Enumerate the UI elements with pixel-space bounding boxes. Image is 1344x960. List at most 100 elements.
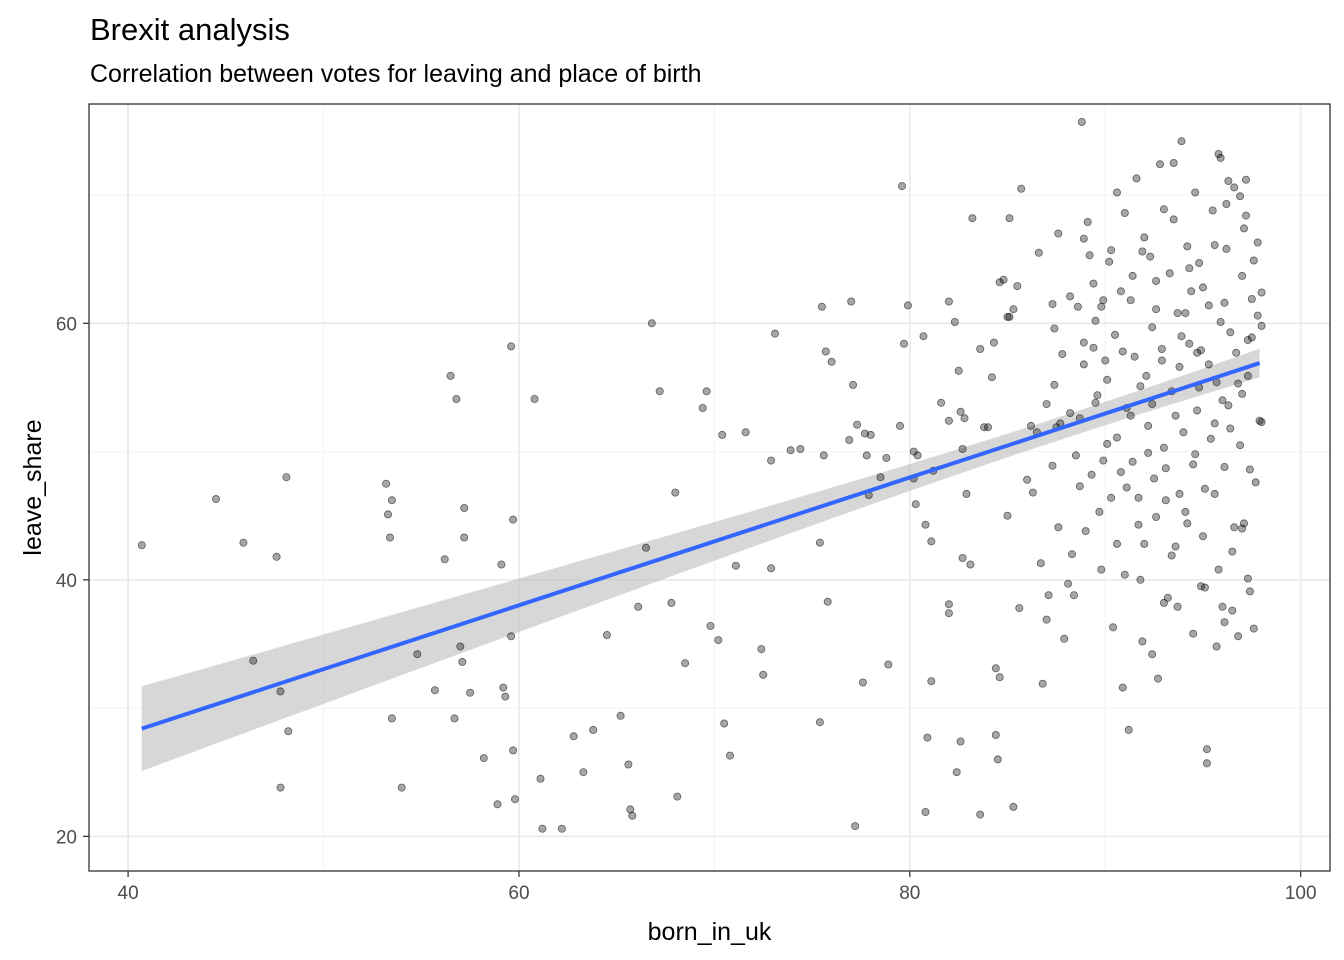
data-point: [667, 598, 676, 607]
data-point: [456, 642, 465, 651]
data-point: [1245, 465, 1254, 474]
data-point: [714, 636, 723, 645]
data-point: [1243, 371, 1252, 380]
y-tick-label: 60: [56, 314, 77, 335]
data-point: [944, 416, 953, 425]
data-point: [1105, 257, 1114, 266]
data-point: [1128, 457, 1137, 466]
data-point: [944, 609, 953, 618]
data-point: [493, 800, 502, 809]
data-point: [1230, 183, 1239, 192]
data-point: [1218, 602, 1227, 611]
data-point: [397, 783, 406, 792]
data-point: [1148, 323, 1157, 332]
data-point: [446, 371, 455, 380]
data-point: [821, 347, 830, 356]
data-point: [1238, 389, 1247, 398]
data-point: [1103, 439, 1112, 448]
data-point: [616, 711, 625, 720]
data-point: [1118, 683, 1127, 692]
data-point: [510, 795, 519, 804]
data-point: [1146, 252, 1155, 261]
data-point: [1064, 579, 1073, 588]
x-tick-label: 100: [1285, 883, 1317, 904]
data-point: [1054, 229, 1063, 238]
data-point: [1220, 298, 1229, 307]
data-point: [1193, 348, 1202, 357]
data-point: [1257, 418, 1266, 427]
data-point: [1218, 396, 1227, 405]
data-point: [1048, 300, 1057, 309]
data-point: [913, 451, 922, 460]
data-point: [952, 768, 961, 777]
data-point: [1159, 205, 1168, 214]
data-point: [1226, 424, 1235, 433]
data-point: [137, 541, 146, 550]
data-point: [1245, 587, 1254, 596]
data-point: [876, 473, 885, 482]
chart-subtitle: Correlation between votes for leaving an…: [90, 60, 702, 88]
data-point: [1242, 211, 1251, 220]
data-point: [671, 488, 680, 497]
data-point: [507, 632, 516, 641]
data-point: [460, 503, 469, 512]
data-point: [1120, 208, 1129, 217]
data-point: [1152, 276, 1161, 285]
data-point: [1257, 288, 1266, 297]
data-point: [1220, 618, 1229, 627]
fit-line-group: [141, 361, 1261, 731]
data-point: [1238, 524, 1247, 533]
data-point: [1066, 409, 1075, 418]
data-point: [479, 754, 488, 763]
data-point: [1118, 347, 1127, 356]
chart-title: Brexit analysis: [90, 12, 290, 47]
data-point: [896, 421, 905, 430]
data-point: [1181, 507, 1190, 516]
data-point: [1173, 602, 1182, 611]
data-point: [984, 423, 993, 432]
data-point: [1181, 309, 1190, 318]
data-point: [882, 453, 891, 462]
data-point: [1003, 312, 1012, 321]
data-point: [1134, 493, 1143, 502]
data-point: [1167, 551, 1176, 560]
data-point: [1109, 623, 1118, 632]
data-point: [1199, 283, 1208, 292]
data-point: [460, 533, 469, 542]
data-point: [1144, 421, 1153, 430]
data-point: [1253, 238, 1262, 247]
data-point: [1132, 174, 1141, 183]
data-point: [991, 664, 1000, 673]
data-point: [720, 719, 729, 728]
data-point: [382, 479, 391, 488]
data-point: [1222, 199, 1231, 208]
data-point: [1066, 292, 1075, 301]
data-point: [1204, 360, 1213, 369]
data-point: [898, 182, 907, 191]
data-point: [1036, 559, 1045, 568]
data-point: [1107, 246, 1116, 255]
data-point: [1157, 356, 1166, 365]
data-point: [413, 650, 422, 659]
y-tick-label: 40: [56, 571, 77, 592]
data-point: [509, 515, 518, 524]
data-point: [1251, 478, 1260, 487]
data-point: [509, 746, 518, 755]
data-point: [1187, 287, 1196, 296]
data-point: [249, 656, 258, 665]
data-point: [937, 398, 946, 407]
data-point: [767, 564, 776, 573]
data-point: [1017, 184, 1026, 193]
data-point: [1157, 344, 1166, 353]
data-point: [466, 688, 475, 697]
data-point: [1068, 550, 1077, 559]
data-point: [1202, 759, 1211, 768]
data-point: [1073, 302, 1082, 311]
data-point: [1161, 464, 1170, 473]
data-point: [1091, 398, 1100, 407]
data-point: [1107, 493, 1116, 502]
data-point: [276, 783, 285, 792]
data-point: [1161, 496, 1170, 505]
data-point: [1210, 419, 1219, 428]
data-point: [1183, 242, 1192, 251]
